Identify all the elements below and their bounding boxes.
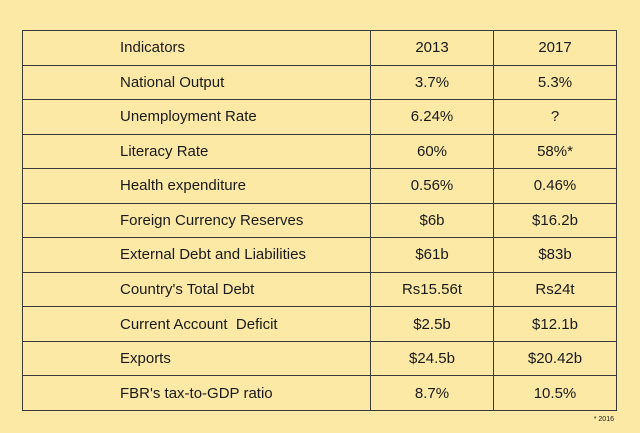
table-row: External Debt and Liabilities $61b $83b	[22, 237, 617, 273]
value-cell: Rs15.56t	[370, 271, 494, 308]
table-row: Unemployment Rate 6.24%?	[22, 99, 617, 135]
table-row: National Output 3.7% 5.3%	[22, 64, 617, 101]
value-cell: 2013	[370, 30, 494, 66]
value-cell: 6.24%	[370, 99, 494, 135]
indicator-cell: Indicators	[22, 30, 371, 66]
value-cell: 10.5%	[493, 375, 617, 411]
footnote: * 2016	[593, 416, 614, 423]
value-cell: $24.5b	[370, 340, 494, 377]
header-row: Indicators 2013 2017	[22, 30, 617, 66]
table-row: Health expenditure 0.56% 0.46%	[22, 168, 617, 204]
value-cell: 0.46%	[493, 168, 617, 204]
value-cell: $2.5b	[370, 306, 494, 342]
indicator-table: Indicators 2013 2017 National Output 3.7% 5.3…	[22, 30, 617, 411]
value-cell: ?	[493, 99, 617, 135]
value-cell: $61b	[370, 237, 494, 273]
table-row: Current Account Deficit $2.5b $12.1b	[22, 306, 617, 342]
value-cell: 60%	[370, 133, 494, 170]
value-cell: $6b	[370, 202, 494, 239]
indicator-cell: Literacy Rate	[22, 133, 371, 170]
indicator-cell: Current Account Deficit	[22, 306, 371, 342]
value-cell: $16.2b	[493, 202, 617, 239]
table-row: FBR's tax-to-GDP ratio 8.7% 10.5%	[22, 375, 617, 411]
value-cell: Rs24t	[493, 271, 617, 308]
value-cell: 0.56%	[370, 168, 494, 204]
value-cell: 8.7%	[370, 375, 494, 411]
table-row: Literacy Rate 60% 58%*	[22, 133, 617, 170]
value-cell: 2017	[493, 30, 617, 66]
table-row: Exports $24.5b $20.42b	[22, 340, 617, 377]
indicator-cell: Unemployment Rate	[22, 99, 371, 135]
indicator-cell: Health expenditure	[22, 168, 371, 204]
value-cell: $20.42b	[493, 340, 617, 377]
value-cell: $12.1b	[493, 306, 617, 342]
value-cell: 3.7%	[370, 64, 494, 101]
indicator-cell: External Debt and Liabilities	[22, 237, 371, 273]
value-cell: 5.3%	[493, 64, 617, 101]
indicator-cell: Foreign Currency Reserves	[22, 202, 371, 239]
table-row: Foreign Currency Reserves $6b $16.2b	[22, 202, 617, 239]
indicator-cell: FBR's tax-to-GDP ratio	[22, 375, 371, 411]
value-cell: $83b	[493, 237, 617, 273]
indicator-cell: Country's Total Debt	[22, 271, 371, 308]
value-cell: 58%*	[493, 133, 617, 170]
indicator-cell: Exports	[22, 340, 371, 377]
table-row: Country's Total Debt Rs15.56t Rs24t	[22, 271, 617, 308]
indicator-cell: National Output	[22, 64, 371, 101]
